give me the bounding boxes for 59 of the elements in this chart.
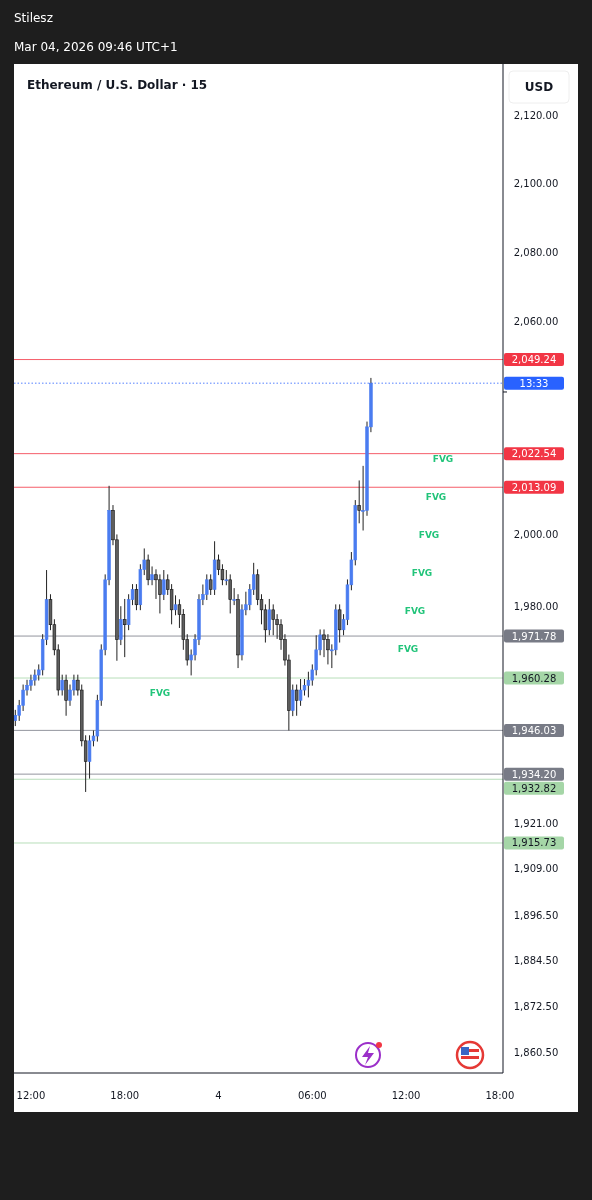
y-tick-label: 2,100.00 (513, 178, 559, 190)
candlestick (169, 583, 174, 625)
x-tick-label: 12:00 (16, 1089, 46, 1101)
y-tick-label: 2,060.00 (513, 316, 559, 328)
candlestick (29, 674, 33, 692)
ref-line-label: 1,960.28 (511, 672, 557, 684)
candlestick (267, 598, 272, 636)
x-tick-label: 12:00 (391, 1089, 421, 1101)
candlestick (271, 603, 275, 636)
candlestick (326, 633, 330, 665)
annotation: FVG (425, 492, 447, 503)
ref-line-label: 1,946.03 (511, 724, 557, 736)
annotation: FVG (397, 644, 419, 655)
candlestick (173, 594, 178, 616)
ref-line-label: 1,971.78 (511, 630, 557, 642)
candlestick (64, 674, 68, 717)
y-tick-label: 1,980.00 (513, 600, 559, 612)
y-axis-title: USD (524, 80, 554, 95)
y-tick-label: 1,884.50 (513, 955, 559, 967)
candlestick (60, 674, 64, 697)
annotation: FVG (411, 568, 433, 579)
x-tick-label: 4 (215, 1089, 222, 1101)
x-tick-label: 18:00 (110, 1089, 140, 1101)
annotation: FVG (404, 606, 426, 617)
candlestick (123, 598, 127, 658)
candlestick (228, 573, 232, 614)
y-tick-label: 2,000.00 (513, 528, 559, 540)
candlestick (162, 569, 166, 601)
annotation: FVG (432, 454, 454, 465)
ref-line-label: 2,049.24 (511, 354, 557, 366)
candlestick (337, 603, 342, 644)
candlestick (87, 734, 92, 780)
ref-line-label: 2,013.09 (511, 481, 557, 493)
ref-line-label: 2,022.54 (511, 448, 557, 460)
candlestick (205, 573, 209, 601)
candlestick (134, 583, 139, 611)
y-tick-label: 2,080.00 (513, 247, 559, 259)
annotation: FVG (418, 530, 440, 541)
y-tick-label: 1,860.50 (513, 1047, 559, 1059)
ref-line-label: 1,932.82 (511, 782, 557, 794)
ref-line-label: 1,915.73 (511, 837, 557, 849)
candlestick (150, 565, 154, 586)
candlestick (208, 573, 213, 596)
text: Ethereum / U.S. Dollar · 15 (27, 78, 208, 92)
chart-subtitle: Mar 04, 2026 09:46 UTC+1 (14, 40, 178, 54)
candlestick (291, 684, 295, 717)
annotation: FVG (149, 688, 171, 699)
y-tick-label: 2,120.00 (513, 110, 559, 122)
x-tick-label: 18:00 (485, 1089, 515, 1101)
candlestick (294, 684, 299, 717)
y-tick-label: 1,896.50 (513, 909, 559, 921)
y-tick-label: 1,909.00 (513, 862, 559, 874)
text: 13:33 (519, 377, 549, 389)
ref-line-label: 1,934.20 (511, 768, 557, 780)
candlestick (158, 573, 162, 614)
y-tick-label: 1,921.00 (513, 817, 559, 829)
y-tick-label: 1,872.50 (513, 1001, 559, 1013)
x-tick-label: 06:00 (297, 1089, 327, 1101)
text: Stilesz (14, 11, 53, 25)
